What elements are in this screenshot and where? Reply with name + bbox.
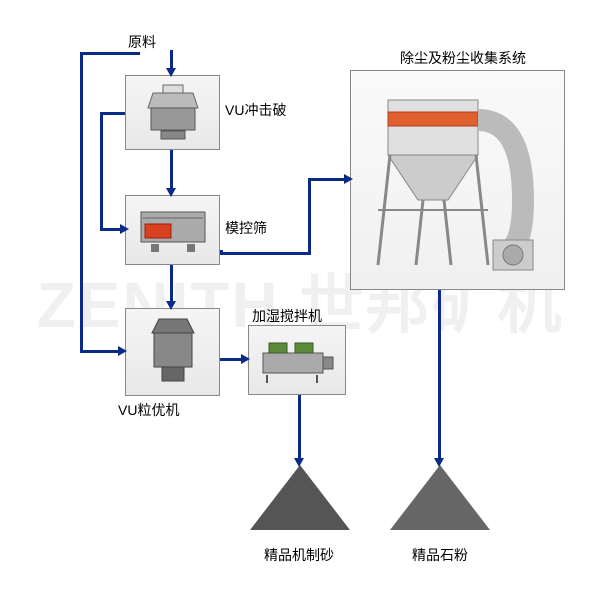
flow-arrow	[170, 50, 173, 70]
flow-arrow	[100, 112, 103, 230]
node-screen	[125, 195, 220, 265]
flow-arrow	[170, 265, 173, 303]
flow-arrow	[100, 112, 125, 115]
flow-arrow	[80, 350, 120, 353]
label-screen: 模控筛	[225, 218, 267, 238]
crusher-icon	[133, 83, 213, 143]
label-optimizer: VU粒优机	[118, 400, 179, 420]
flow-arrow	[170, 150, 173, 190]
flow-arrow	[308, 178, 346, 181]
node-humidifier	[248, 325, 346, 395]
label-crusher: VU冲击破	[225, 100, 286, 120]
flow-arrowhead	[241, 354, 250, 364]
flow-arrowhead	[166, 68, 176, 77]
flow-arrow	[308, 178, 311, 255]
label-sand: 精品机制砂	[264, 545, 334, 565]
flow-arrowhead	[166, 301, 176, 310]
flow-arrow	[100, 228, 122, 231]
flow-arrowhead	[294, 458, 304, 467]
humidifier-icon	[255, 333, 339, 387]
flow-arrow	[220, 252, 310, 255]
flow-arrow	[80, 52, 140, 55]
flow-arrow	[80, 52, 83, 352]
flow-arrow	[298, 395, 301, 460]
flow-arrow	[438, 290, 441, 460]
node-optimizer	[125, 308, 220, 396]
optimizer-icon	[134, 315, 212, 389]
flow-arrow	[220, 358, 243, 361]
label-raw: 原料	[128, 32, 156, 52]
screen-icon	[133, 204, 213, 256]
label-powder: 精品石粉	[412, 545, 468, 565]
flow-arrowhead	[434, 458, 444, 467]
flow-arrowhead	[120, 224, 129, 234]
node-dust	[350, 70, 565, 290]
flow-arrowhead	[166, 188, 176, 197]
node-crusher	[125, 75, 220, 150]
pile-sand	[250, 465, 350, 530]
label-dust: 除尘及粉尘收集系统	[400, 48, 526, 68]
label-humidifier: 加湿搅拌机	[252, 306, 322, 326]
flow-arrowhead	[118, 346, 127, 356]
dust-collector-icon	[358, 80, 558, 280]
flow-arrowhead	[344, 174, 353, 184]
pile-powder	[390, 465, 490, 530]
